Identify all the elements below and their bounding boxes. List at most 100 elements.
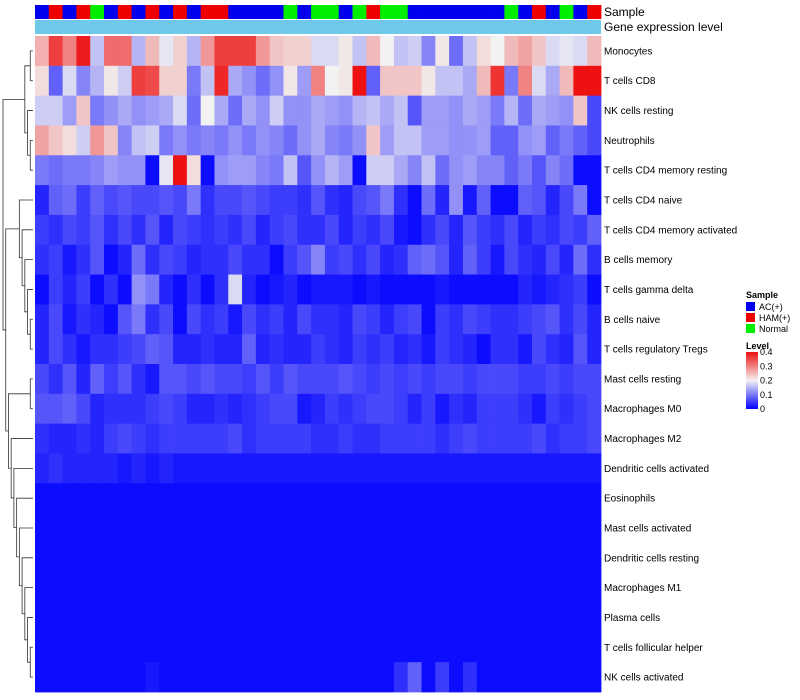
heatmap-cell [559,393,574,425]
heatmap-cell [476,632,491,663]
heatmap-cell [449,65,464,97]
heatmap-cell [131,423,146,454]
heatmap-cell [407,95,422,126]
heatmap-cell [283,572,298,603]
heatmap-cell [573,65,588,97]
heatmap-cell [338,274,353,305]
heatmap-cell [545,453,560,484]
heatmap-cell [573,155,588,186]
heatmap-cell [462,453,478,484]
heatmap-cell [476,483,491,514]
heatmap-cell [297,334,312,365]
heatmap-cell [476,364,491,395]
heatmap-cell [490,393,505,425]
heatmap-cell [90,304,105,335]
heatmap-cell [366,244,381,275]
heatmap-cell [145,125,160,156]
heatmap-cell [311,364,326,395]
heatmap-cell [186,125,202,156]
heatmap-cell [462,364,478,395]
heatmap-cell [76,274,91,305]
heatmap-cell [421,423,436,454]
heatmap-cell [228,95,243,126]
heatmap-cell [173,125,188,156]
sample-annotation-cell [200,5,215,19]
heatmap-cell [62,423,77,454]
heatmap-cell [380,364,395,395]
heatmap-cell [62,214,77,246]
heatmap-cell [297,274,312,305]
heatmap-cell [393,423,409,454]
heatmap-cell [587,334,602,365]
heatmap-cell [518,95,533,126]
heatmap-cell [145,304,160,335]
heatmap-cell [421,453,436,484]
heatmap-cell [131,364,146,395]
heatmap-cell [407,334,422,365]
heatmap-cell [214,304,229,335]
heatmap-cell [117,95,133,126]
heatmap-cell [269,36,284,67]
heatmap-cell [421,274,436,305]
heatmap-cell [393,36,409,67]
heatmap-cell [504,632,519,663]
heatmap-cell [145,36,160,67]
heatmap-cell [297,36,312,67]
heatmap-cell [393,65,409,97]
heatmap-cell [559,274,574,305]
heatmap-cell [490,364,505,395]
heatmap-cell [435,572,450,603]
heatmap-cell [531,155,547,186]
heatmap-cell [366,155,381,186]
heatmap-cell [242,95,257,126]
heatmap-cell [242,572,257,603]
heatmap-cell [366,364,381,395]
heatmap-cell [587,662,602,693]
heatmap-cell [421,483,436,514]
heatmap-cell [462,483,478,514]
heatmap-cell [518,453,533,484]
heatmap-cell [297,65,312,97]
heatmap-cell [35,483,50,514]
heatmap-cell [435,542,450,574]
dendrogram-branch [2,98,25,331]
heatmap-cell [242,155,257,186]
heatmap-cell [366,542,381,574]
heatmap-cell [186,214,202,246]
heatmap-cells [35,36,602,693]
heatmap-cell [90,453,105,484]
heatmap-cell [269,483,284,514]
heatmap-cell [545,185,560,216]
legend-tick-label: 0.3 [760,361,773,371]
heatmap-cell [490,572,505,603]
heatmap-cell [407,36,422,67]
heatmap-cell [35,95,50,126]
heatmap-cell [587,453,602,484]
heatmap-cell [283,36,298,67]
heatmap-cell [449,304,464,335]
heatmap-cell [338,364,353,395]
heatmap-cell [228,393,243,425]
heatmap-cell [338,572,353,603]
heatmap-cell [573,334,588,365]
heatmap-cell [283,632,298,663]
heatmap-cell [573,214,588,246]
heatmap-cell [228,632,243,663]
dendrogram-branch [13,467,33,528]
heatmap-cell [435,274,450,305]
heatmap-cell [214,274,229,305]
heatmap-cell [90,513,105,544]
heatmap-cell [324,125,340,156]
heatmap-cell [283,125,298,156]
heatmap-cell [421,304,436,335]
heatmap-cell [462,632,478,663]
heatmap-cell [35,185,50,216]
heatmap-cell [35,274,50,305]
heatmap-cell [311,632,326,663]
heatmap-cell [324,214,340,246]
heatmap-cell [117,483,133,514]
heatmap-cell [324,364,340,395]
heatmap-cell [393,155,409,186]
heatmap-cell [421,65,436,97]
heatmap-cell [490,125,505,156]
